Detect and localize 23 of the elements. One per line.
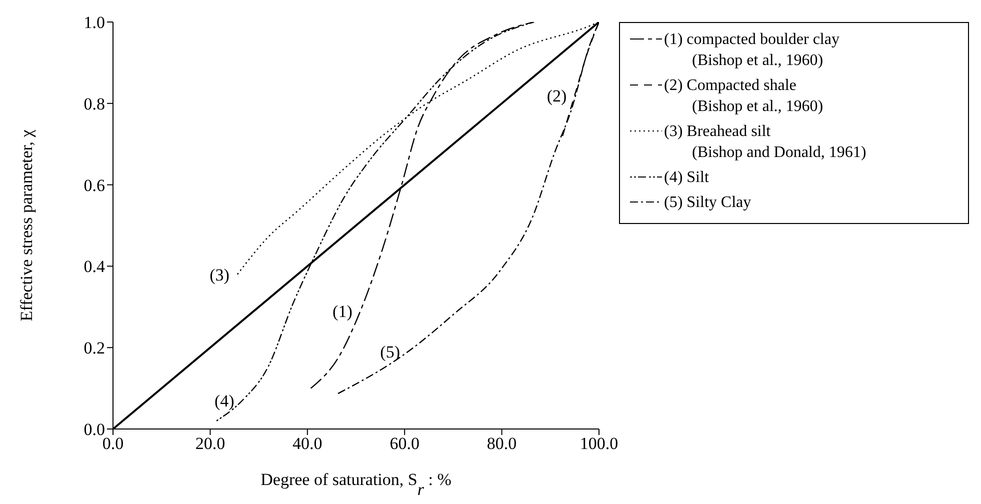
x-tick-label: 40.0 <box>292 434 322 454</box>
y-tick-label: 0.8 <box>84 94 105 114</box>
x-tick-label: 100.0 <box>580 434 618 454</box>
legend-label: (2) Compacted shale (Bishop et al., 1960) <box>664 76 824 117</box>
annotation: (4) <box>214 392 234 411</box>
x-tick-label: 20.0 <box>195 434 226 454</box>
annotation: (2) <box>546 86 567 106</box>
y-tick-label: 0.0 <box>84 420 105 440</box>
annotation: (3) <box>210 265 230 284</box>
y-tick-label: 0.4 <box>84 257 106 276</box>
x-tick-label: 80.0 <box>486 434 517 454</box>
legend-label: (1) compacted boulder clay (Bishop et al., 1960) <box>664 30 840 71</box>
y-tick-label: 1.0 <box>84 13 105 32</box>
annotation: (5) <box>380 342 400 362</box>
y-tick-label: 0.2 <box>84 338 105 358</box>
annotation: (1) <box>332 302 352 322</box>
legend-label: (3) Breahead silt (Bishop and Donald, 1961) <box>664 122 866 163</box>
legend-label: (5) Silty Clay <box>664 193 752 213</box>
legend-label: (4) Silt <box>664 168 709 188</box>
x-tick-label: 0.0 <box>102 434 124 454</box>
x-tick-label: 60.0 <box>390 434 420 454</box>
y-tick-label: 0.6 <box>84 176 105 195</box>
y-axis-title: Effective stress parameter, χ <box>17 129 36 322</box>
